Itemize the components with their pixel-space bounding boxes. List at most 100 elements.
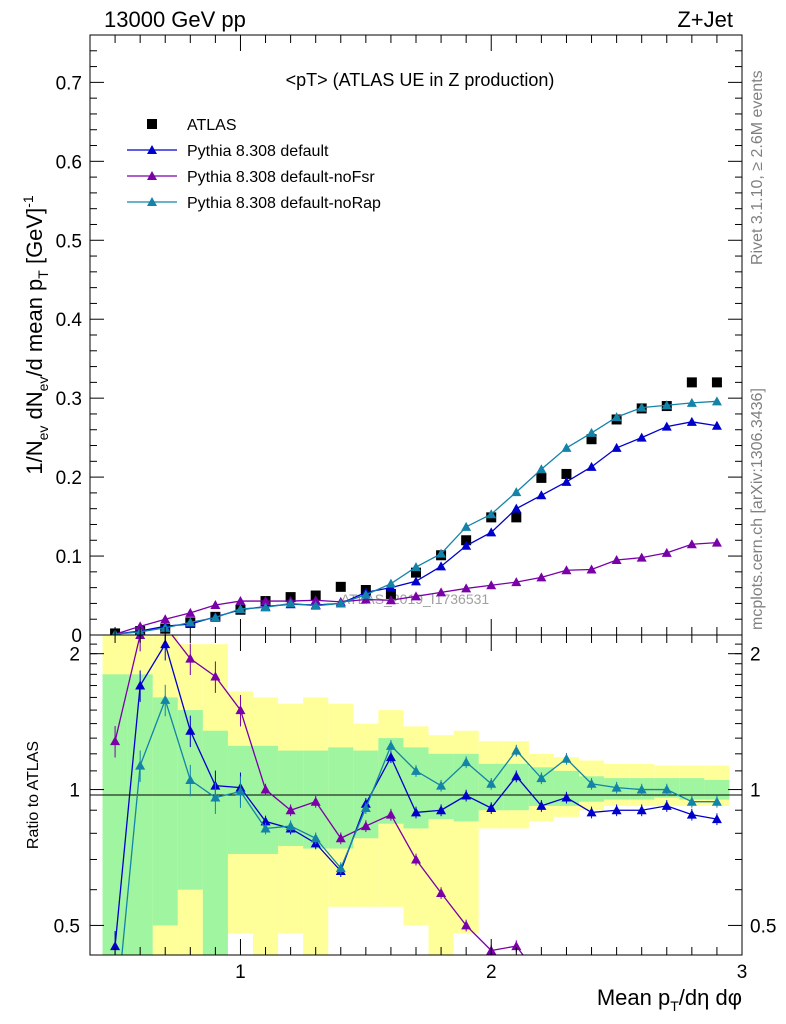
legend-label: Pythia 8.308 default <box>187 143 329 160</box>
ratio-point-norap <box>586 778 597 788</box>
ratio-point-default <box>611 805 622 815</box>
y-tick-label: 0.2 <box>56 468 82 489</box>
atlas-point <box>411 567 421 578</box>
ratio-band-inner <box>127 674 153 955</box>
ratio-y-tick-label-right: 1 <box>750 781 761 802</box>
atlas-point <box>711 377 722 388</box>
legend-label: Pythia 8.308 default-noRap <box>187 195 381 212</box>
ratio-point-nofsr <box>587 996 597 1005</box>
x-axis-label: Mean pT/dη dφ <box>597 985 742 1014</box>
point-norap <box>385 578 396 588</box>
plot-title: <pT> (ATLAS UE in Z production) <box>286 70 555 90</box>
point-nofsr <box>686 539 697 549</box>
ratio-point-nofsr <box>511 941 522 951</box>
point-default <box>636 432 647 442</box>
point-nofsr <box>661 547 672 557</box>
ratio-point-norap <box>335 863 346 873</box>
ratio-point-nofsr <box>260 784 271 794</box>
point-default <box>661 421 672 431</box>
point-norap <box>536 464 547 474</box>
point-norap <box>486 509 497 519</box>
atlas-point <box>536 472 547 483</box>
ratio-y-tick-label: 1 <box>69 781 80 802</box>
legend: ATLAS Pythia 8.308 default Pythia 8.308 de… <box>127 117 381 212</box>
atlas-point <box>511 512 522 523</box>
point-norap <box>335 598 346 608</box>
mcplots-label: mcplots.cern.ch [arXiv:1306.3436] <box>749 388 766 630</box>
ratio-point-nofsr <box>411 854 421 864</box>
point-nofsr <box>536 572 547 582</box>
ratio-panel: 0.5 0.5 1 1 2 2 1 2 3 <box>54 634 776 1024</box>
point-default <box>511 503 522 513</box>
legend-marker <box>147 145 157 154</box>
ratio-point-norap <box>486 778 497 788</box>
ratio-band-inner <box>202 730 228 955</box>
point-default <box>436 561 447 571</box>
ratio-y-tick-label: 2 <box>69 645 80 666</box>
ratio-y-tick-label-right: 0.5 <box>750 916 776 937</box>
header-right: Z+Jet <box>677 7 733 32</box>
ratio-band-inner <box>102 674 128 955</box>
ratio-point-norap <box>411 765 421 775</box>
point-nofsr <box>511 577 522 587</box>
ratio-point-nofsr <box>310 796 321 806</box>
point-nofsr <box>310 595 321 605</box>
ratio-point-norap <box>536 773 547 783</box>
x-tick-label: 3 <box>737 962 748 983</box>
ratio-point-norap <box>185 774 196 784</box>
ratio-point-nofsr <box>285 805 296 815</box>
atlas-point <box>561 468 572 479</box>
point-nofsr <box>210 600 221 609</box>
ratio-point-nofsr <box>335 833 346 843</box>
ratio-point-default <box>160 639 171 649</box>
main-y-axis-label: 1/Nev dNev/d mean pT [GeV]-1 <box>20 195 51 475</box>
point-norap <box>360 589 371 599</box>
point-nofsr <box>711 537 722 547</box>
point-norap <box>185 617 196 627</box>
point-norap <box>661 400 672 410</box>
ratio-point-norap <box>436 780 447 790</box>
legend-label: ATLAS <box>187 117 237 134</box>
ratio-point-norap <box>110 1021 120 1024</box>
y-tick-label: 0.1 <box>56 547 82 568</box>
atlas-point <box>335 581 346 592</box>
y-tick-label: 0.3 <box>56 389 82 410</box>
ratio-point-nofsr <box>185 653 196 663</box>
point-nofsr <box>636 552 647 562</box>
series-line-nofsr <box>114 541 717 635</box>
ratio-point-default <box>185 725 196 735</box>
point-nofsr <box>260 596 271 606</box>
point-nofsr <box>235 596 246 606</box>
ratio-point-norap <box>260 823 271 833</box>
ratio-point-nofsr <box>235 705 246 715</box>
ratio-point-norap <box>310 833 321 843</box>
point-norap <box>686 397 697 407</box>
ratio-point-default <box>486 803 497 813</box>
point-norap <box>310 600 321 610</box>
y-tick-label: 0.4 <box>56 310 83 331</box>
ratio-point-nofsr <box>210 671 221 681</box>
point-nofsr <box>436 587 447 597</box>
x-tick-label: 1 <box>235 962 246 983</box>
ratio-y-axis-label: Ratio to ATLAS <box>25 741 42 849</box>
ratio-point-default <box>586 807 597 817</box>
ratio-point-default <box>711 814 722 824</box>
ratio-point-norap <box>135 760 146 770</box>
point-nofsr <box>135 621 146 631</box>
point-default <box>486 527 497 537</box>
point-default <box>411 576 421 586</box>
ratio-point-default <box>661 800 672 810</box>
ratio-point-nofsr <box>360 821 371 831</box>
y-tick-label: 0.5 <box>56 231 82 252</box>
point-default <box>611 442 622 452</box>
point-norap <box>611 412 622 422</box>
point-norap <box>511 487 522 497</box>
point-norap <box>636 402 647 412</box>
ratio-point-default <box>511 771 522 781</box>
atlas-point <box>385 588 396 599</box>
point-norap <box>285 598 296 608</box>
point-norap <box>561 442 572 452</box>
point-norap <box>235 603 246 613</box>
point-nofsr <box>561 565 572 575</box>
point-norap <box>461 521 472 531</box>
